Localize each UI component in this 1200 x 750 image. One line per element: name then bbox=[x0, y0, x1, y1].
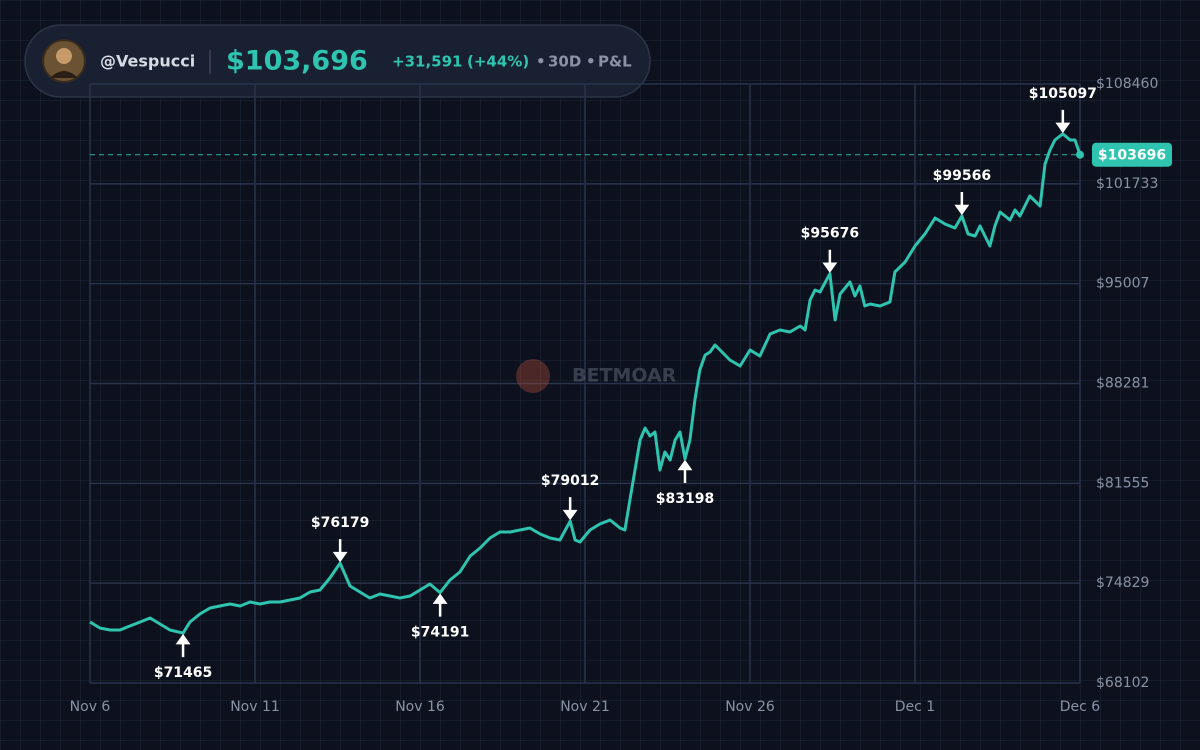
x-tick-label: Nov 6 bbox=[70, 699, 111, 715]
x-tick-label: Nov 21 bbox=[560, 699, 610, 715]
annotation-label: $95676 bbox=[801, 226, 859, 242]
period: 30D bbox=[548, 53, 581, 71]
x-tick-label: Dec 1 bbox=[895, 699, 935, 715]
current-dot bbox=[1076, 150, 1084, 159]
y-tick-label: $81555 bbox=[1096, 475, 1149, 491]
annotation-label: $79012 bbox=[541, 473, 599, 489]
current-label: $103696 bbox=[1098, 148, 1166, 164]
y-tick-label: $101733 bbox=[1096, 176, 1158, 192]
annotation-arrow bbox=[1055, 109, 1071, 134]
annotation-label: $76179 bbox=[311, 515, 369, 531]
annotation-arrow bbox=[432, 593, 448, 617]
avatar-face bbox=[56, 48, 72, 64]
annotation-arrow bbox=[175, 633, 191, 658]
annotation-label: $83198 bbox=[656, 491, 714, 507]
watermark-logo bbox=[516, 359, 550, 393]
y-tick-label: $95007 bbox=[1096, 276, 1149, 292]
balance: $103,696 bbox=[226, 46, 368, 77]
grid bbox=[89, 83, 1081, 684]
header-pill bbox=[24, 24, 651, 98]
annotation-label: $99566 bbox=[933, 168, 991, 184]
annotation-arrow bbox=[562, 497, 578, 521]
change-percent: (+44%) bbox=[467, 53, 529, 71]
avatar-body bbox=[50, 71, 78, 78]
current-badge bbox=[1092, 142, 1172, 167]
x-tick-label: Dec 6 bbox=[1060, 699, 1101, 715]
x-tick-label: Nov 16 bbox=[395, 699, 445, 715]
annotation-label: $71465 bbox=[154, 665, 212, 681]
annotation-label: $105097 bbox=[1029, 86, 1097, 102]
pnl-line bbox=[89, 132, 1082, 635]
annotation-arrow bbox=[332, 539, 348, 563]
annotation-arrow bbox=[822, 249, 838, 273]
metric: P&L bbox=[598, 53, 632, 71]
separator: • bbox=[586, 53, 596, 71]
separator: • bbox=[536, 53, 546, 71]
y-tick-label: $68102 bbox=[1096, 675, 1149, 691]
x-tick-label: Nov 26 bbox=[725, 699, 775, 715]
y-tick-label: $88281 bbox=[1096, 376, 1149, 392]
y-tick-label: $108460 bbox=[1096, 76, 1158, 92]
y-tick-label: $74829 bbox=[1096, 575, 1149, 591]
watermark-text: BETMOAR bbox=[572, 365, 677, 387]
annotation-label: $74191 bbox=[411, 625, 469, 641]
username[interactable]: @Vespucci bbox=[100, 52, 195, 71]
annotation-arrow bbox=[677, 459, 693, 483]
x-tick-label: Nov 11 bbox=[230, 699, 280, 715]
watermark: BETMOAR bbox=[516, 359, 677, 393]
change-amount: +31,591 bbox=[392, 53, 462, 71]
annotation-arrow bbox=[954, 192, 970, 216]
